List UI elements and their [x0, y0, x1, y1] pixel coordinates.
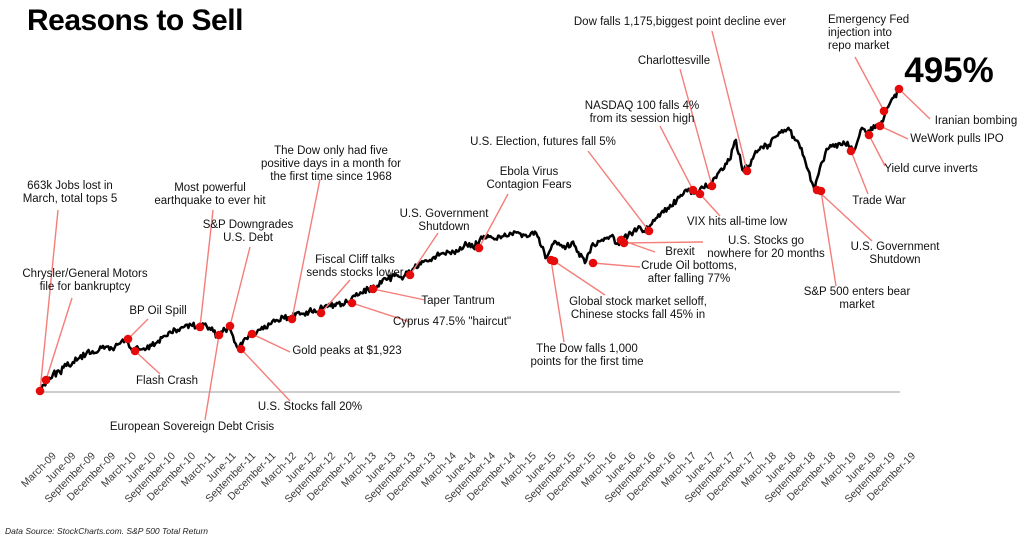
annotation-label: U.S. Stocks fall 20%	[257, 401, 363, 413]
annotation-label: VIX hits all-time low	[686, 216, 788, 228]
annotation-leader-line	[850, 150, 869, 195]
annotation-label: BP Oil Spill	[129, 305, 187, 317]
annotation-leader-line	[816, 189, 873, 242]
event-dot	[816, 186, 826, 196]
annotation-label: U.S. Government Shutdown	[850, 241, 940, 266]
annotation-label: Trade War	[852, 195, 906, 207]
annotation-label: NASDAQ 100 falls 4% from its session high	[584, 100, 700, 125]
annotation-leader-line	[550, 259, 565, 343]
annotation-leader-line	[868, 134, 886, 167]
event-dot	[195, 322, 205, 332]
annotation-label: U.S. Government Shutdown	[399, 208, 489, 233]
event-dot	[707, 181, 717, 191]
data-source-note: Data Source: StockCharts.com. S&P 500 To…	[5, 526, 208, 536]
event-dot	[549, 256, 559, 266]
annotation-label: Emergency Fed injection into repo market	[828, 14, 910, 52]
annotation-label: The Dow falls 1,000 points for the first …	[530, 343, 644, 368]
annotation-leader-line	[372, 288, 426, 301]
event-dot	[41, 375, 51, 385]
annotation-label: U.S. Stocks go nowhere for 20 months	[707, 235, 825, 260]
event-dot	[236, 344, 246, 354]
annotation-leader-line	[711, 30, 748, 172]
annotation-leader-line	[291, 178, 321, 320]
annotation-label: S&P 500 enters bear market	[803, 286, 911, 311]
event-dot	[879, 106, 889, 116]
annotation-label: European Sovereign Debt Crisis	[109, 421, 275, 433]
chart-title: Reasons to Sell	[27, 4, 243, 37]
event-dot	[894, 84, 904, 94]
annotation-leader-line	[699, 193, 721, 217]
event-dot	[405, 270, 415, 280]
event-dot	[695, 189, 705, 199]
annotation-leader-line	[204, 334, 220, 421]
annotation-leader-line	[320, 279, 351, 314]
event-dot	[287, 314, 297, 324]
annotation-leader-line	[240, 348, 291, 402]
annotation-label: WeWork pulls IPO	[910, 133, 1004, 145]
annotation-leader-line	[553, 260, 606, 296]
annotation-label: Most powerful earthquake to ever hit	[154, 182, 266, 207]
event-dot	[123, 334, 133, 344]
annotation-leader-line	[251, 333, 291, 353]
event-dot	[225, 321, 235, 331]
annotation-label: Chrysler/General Motors file for bankrupt…	[22, 268, 148, 293]
annotation-label: Cyprus 47.5% "haircut"	[392, 316, 512, 328]
annotation-label: U.S. Election, futures fall 5%	[470, 136, 616, 148]
annotation-label: Fiscal Cliff talks sends stocks lower	[306, 254, 404, 279]
annotation-leader-line	[45, 297, 73, 381]
annotation-leader-line	[134, 350, 161, 375]
annotation-leader-line	[854, 56, 885, 112]
annotation-label: Flash Crash	[136, 375, 198, 387]
event-dot	[347, 298, 357, 308]
event-dot	[688, 185, 698, 195]
annotation-label: Charlottesville	[637, 55, 711, 67]
annotation-label: Brexit	[665, 246, 695, 258]
event-dot	[742, 166, 752, 176]
event-dot	[316, 308, 326, 318]
annotation-leader-line	[478, 193, 509, 249]
annotation-leader-line	[820, 190, 837, 287]
annotation-leader-line	[623, 241, 704, 244]
annotation-label: Taper Tantrum	[421, 295, 495, 307]
event-dot	[588, 258, 598, 268]
event-dot	[35, 386, 45, 396]
event-dot	[474, 243, 484, 253]
event-dot	[846, 146, 856, 156]
event-dot	[247, 329, 257, 339]
event-dot	[130, 346, 140, 356]
event-dot	[644, 226, 654, 236]
annotation-leader-line	[351, 302, 411, 323]
annotation-label: Global stock market selloff, Chinese stoc…	[569, 296, 707, 321]
annotation-leader-line	[409, 232, 439, 276]
final-return-label: 495%	[904, 51, 994, 90]
event-dot	[214, 330, 224, 340]
event-dot	[864, 130, 874, 140]
event-dot	[619, 238, 629, 248]
annotation-label: Dow falls 1,175,biggest point decline ev…	[573, 16, 787, 28]
annotation-leader-line	[199, 209, 214, 328]
annotation-leader-line	[659, 125, 694, 191]
annotation-label: Ebola Virus Contagion Fears	[486, 166, 572, 191]
annotation-leader-line	[879, 125, 909, 140]
annotation-label: Iranian bombing	[934, 115, 1018, 127]
annotation-label: S&P Downgrades U.S. Debt	[202, 219, 294, 244]
annotation-label: Yield curve inverts	[884, 163, 978, 175]
annotation-leader-line	[587, 150, 650, 232]
annotation-leader-line	[898, 88, 931, 120]
event-dot	[875, 121, 885, 131]
annotation-label: Crude Oil bottoms, after falling 77%	[641, 260, 737, 285]
annotation-leader-line	[39, 209, 59, 392]
sp500-total-return-line	[38, 86, 902, 393]
annotation-leader-line	[679, 68, 713, 187]
annotation-label: 663k Jobs lost in March, total tops 5	[22, 180, 118, 205]
annotation-leader-line	[592, 262, 641, 268]
annotation-leader-line	[229, 246, 251, 327]
event-dot	[368, 284, 378, 294]
annotation-leader-line	[127, 318, 149, 340]
annotation-label: Gold peaks at $1,923	[292, 345, 402, 357]
annotation-label: The Dow only had five positive days in a …	[261, 145, 401, 183]
